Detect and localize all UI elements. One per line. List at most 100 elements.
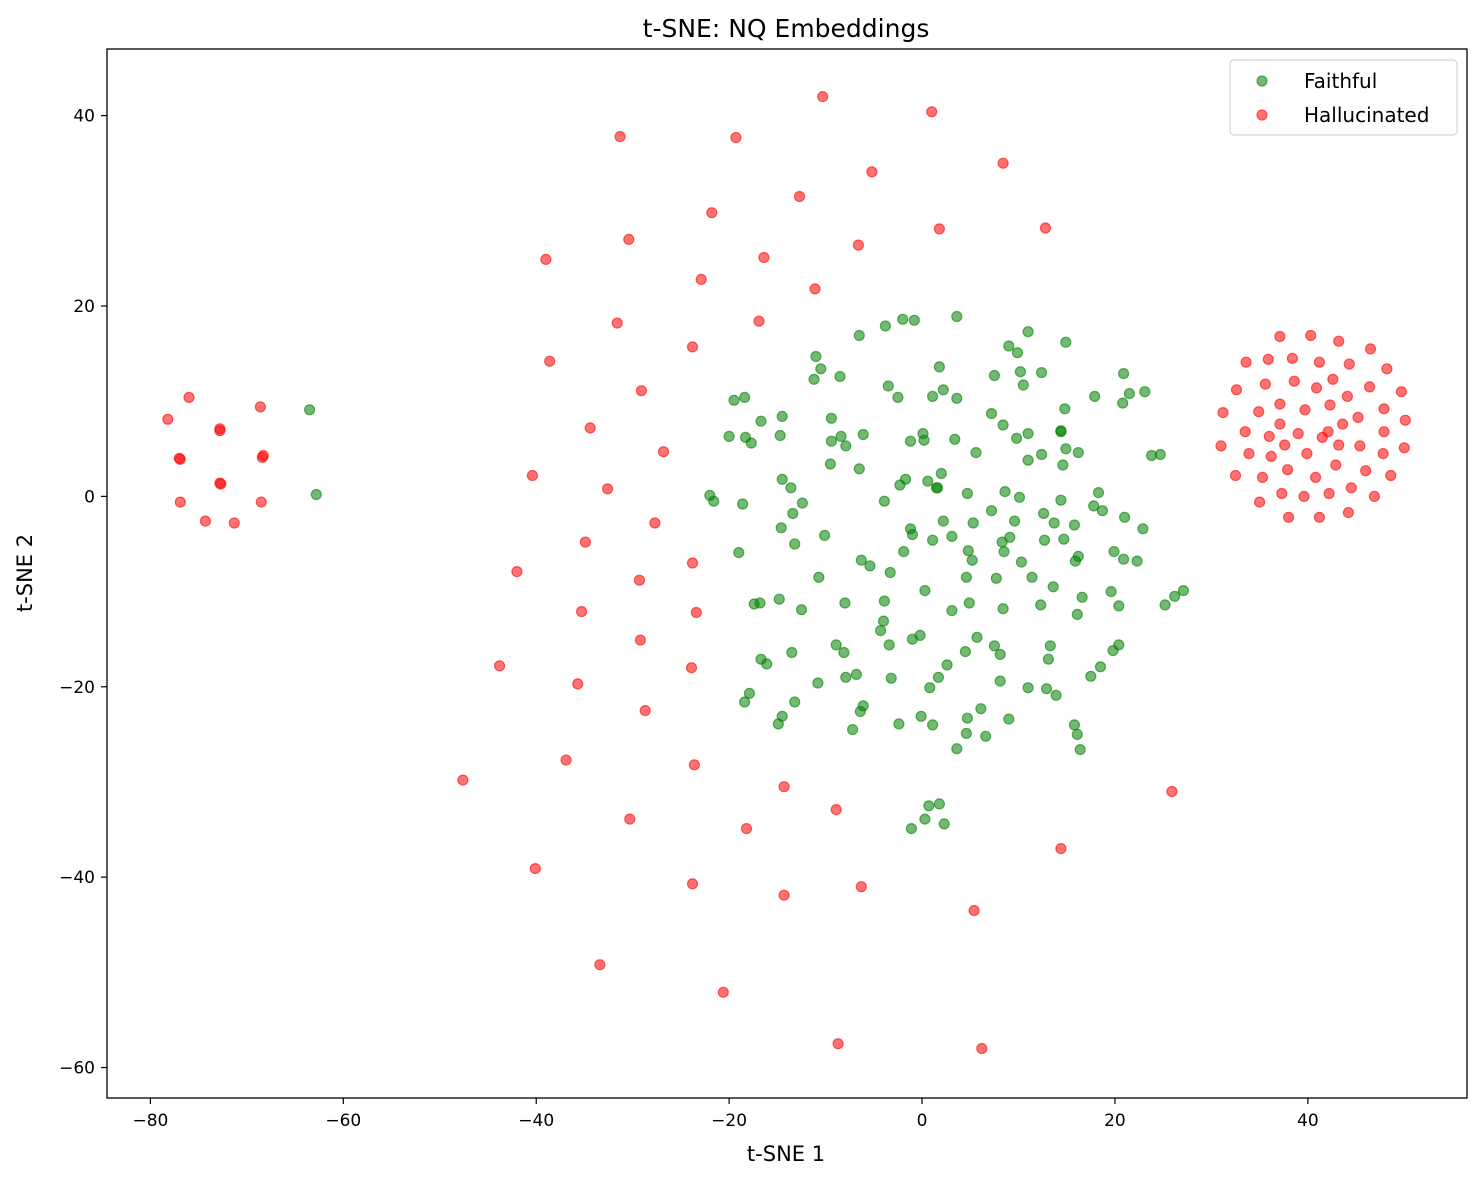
point-faithful [935,467,947,480]
chart-title: t-SNE: NQ Embeddings [643,14,930,43]
point-hallucinated [1363,381,1376,393]
point-faithful [1003,713,1015,725]
point-hallucinated [1253,406,1265,418]
point-faithful [1059,403,1071,415]
point-hallucinated [511,565,523,578]
point-faithful [733,546,745,559]
point-hallucinated [686,341,699,353]
point-faithful [748,598,760,610]
point-hallucinated [649,517,661,529]
point-hallucinated [1352,411,1364,423]
point-hallucinated [560,754,572,766]
point-faithful [1113,639,1125,651]
point-faithful [892,391,904,403]
point-faithful [839,597,851,609]
point-hallucinated [228,517,240,529]
x-tick-label: −80 [132,1111,168,1131]
point-hallucinated [579,536,592,548]
point-faithful [796,497,809,509]
point-hallucinated [852,239,865,251]
point-hallucinated [494,660,506,672]
point-faithful [1008,515,1021,527]
point-hallucinated [634,634,647,646]
point-faithful [785,482,797,494]
point-faithful [773,593,785,605]
point-faithful [971,631,983,643]
point-hallucinated [1281,464,1294,476]
point-hallucinated [830,803,842,816]
point-faithful [1137,523,1149,535]
point-hallucinated [1253,496,1266,508]
point-faithful [915,710,927,722]
point-faithful [815,363,827,375]
point-faithful [835,430,847,442]
point-hallucinated [526,469,539,482]
point-faithful [893,718,905,730]
point-hallucinated [611,317,623,329]
point-faithful [825,435,838,447]
point-hallucinated [758,251,770,264]
point-hallucinated [1342,506,1355,519]
point-faithful [838,646,850,659]
point-faithful [1074,743,1086,756]
point-hallucinated [778,889,790,901]
point-faithful [918,434,930,446]
point-hallucinated [1243,448,1255,460]
point-faithful [997,603,1009,615]
point-hallucinated [1276,487,1288,500]
point-hallucinated [753,315,765,327]
point-faithful [853,463,865,475]
x-axis-label: t-SNE 1 [747,1142,825,1166]
plot-frame [106,48,1468,1099]
x-axis-ticks: −80 −60 −40 −20 0 20 40 [132,1098,1319,1131]
point-hallucinated [1333,439,1345,451]
point-hallucinated [1305,329,1317,342]
point-faithful [864,560,876,572]
point-faithful [755,415,767,427]
point-faithful [818,529,831,542]
point-faithful [1047,581,1059,593]
point-hallucinated [214,425,226,437]
point-faithful [951,310,963,323]
point-faithful [1035,367,1048,379]
point-hallucinated [199,515,211,527]
point-hallucinated [1343,358,1355,370]
point-hallucinated [215,478,227,490]
point-faithful [1131,555,1143,567]
point-hallucinated [690,606,702,619]
point-hallucinated [793,190,806,203]
point-hallucinated [601,483,614,495]
point-hallucinated [657,446,670,458]
point-faithful [994,675,1006,687]
point-hallucinated [544,355,556,367]
point-faithful [840,440,852,452]
point-hallucinated [706,207,718,219]
point-hallucinated [1313,511,1326,523]
point-faithful [1071,608,1083,621]
point-faithful [931,482,944,494]
point-faithful [998,545,1010,558]
point-faithful [1108,545,1120,558]
point-faithful [834,370,846,383]
point-faithful [787,507,799,520]
point-faithful [1015,556,1028,568]
point-hallucinated [614,131,626,143]
point-faithful [1003,340,1015,352]
point-faithful [922,475,934,487]
point-faithful [949,433,961,445]
point-faithful [919,584,931,597]
point-faithful [761,658,773,670]
point-faithful [1044,640,1056,652]
point-faithful [926,719,939,731]
point-faithful [961,712,974,724]
x-tick-label: 20 [1104,1111,1126,1131]
point-hallucinated [1309,471,1322,483]
legend-marker-faithful [1256,75,1268,87]
point-faithful [786,646,798,659]
point-hallucinated [1274,418,1286,430]
point-faithful [1094,661,1107,673]
point-faithful [776,473,788,485]
point-hallucinated [1368,490,1381,502]
x-tick-label: −20 [711,1111,747,1131]
point-faithful [1068,719,1081,731]
